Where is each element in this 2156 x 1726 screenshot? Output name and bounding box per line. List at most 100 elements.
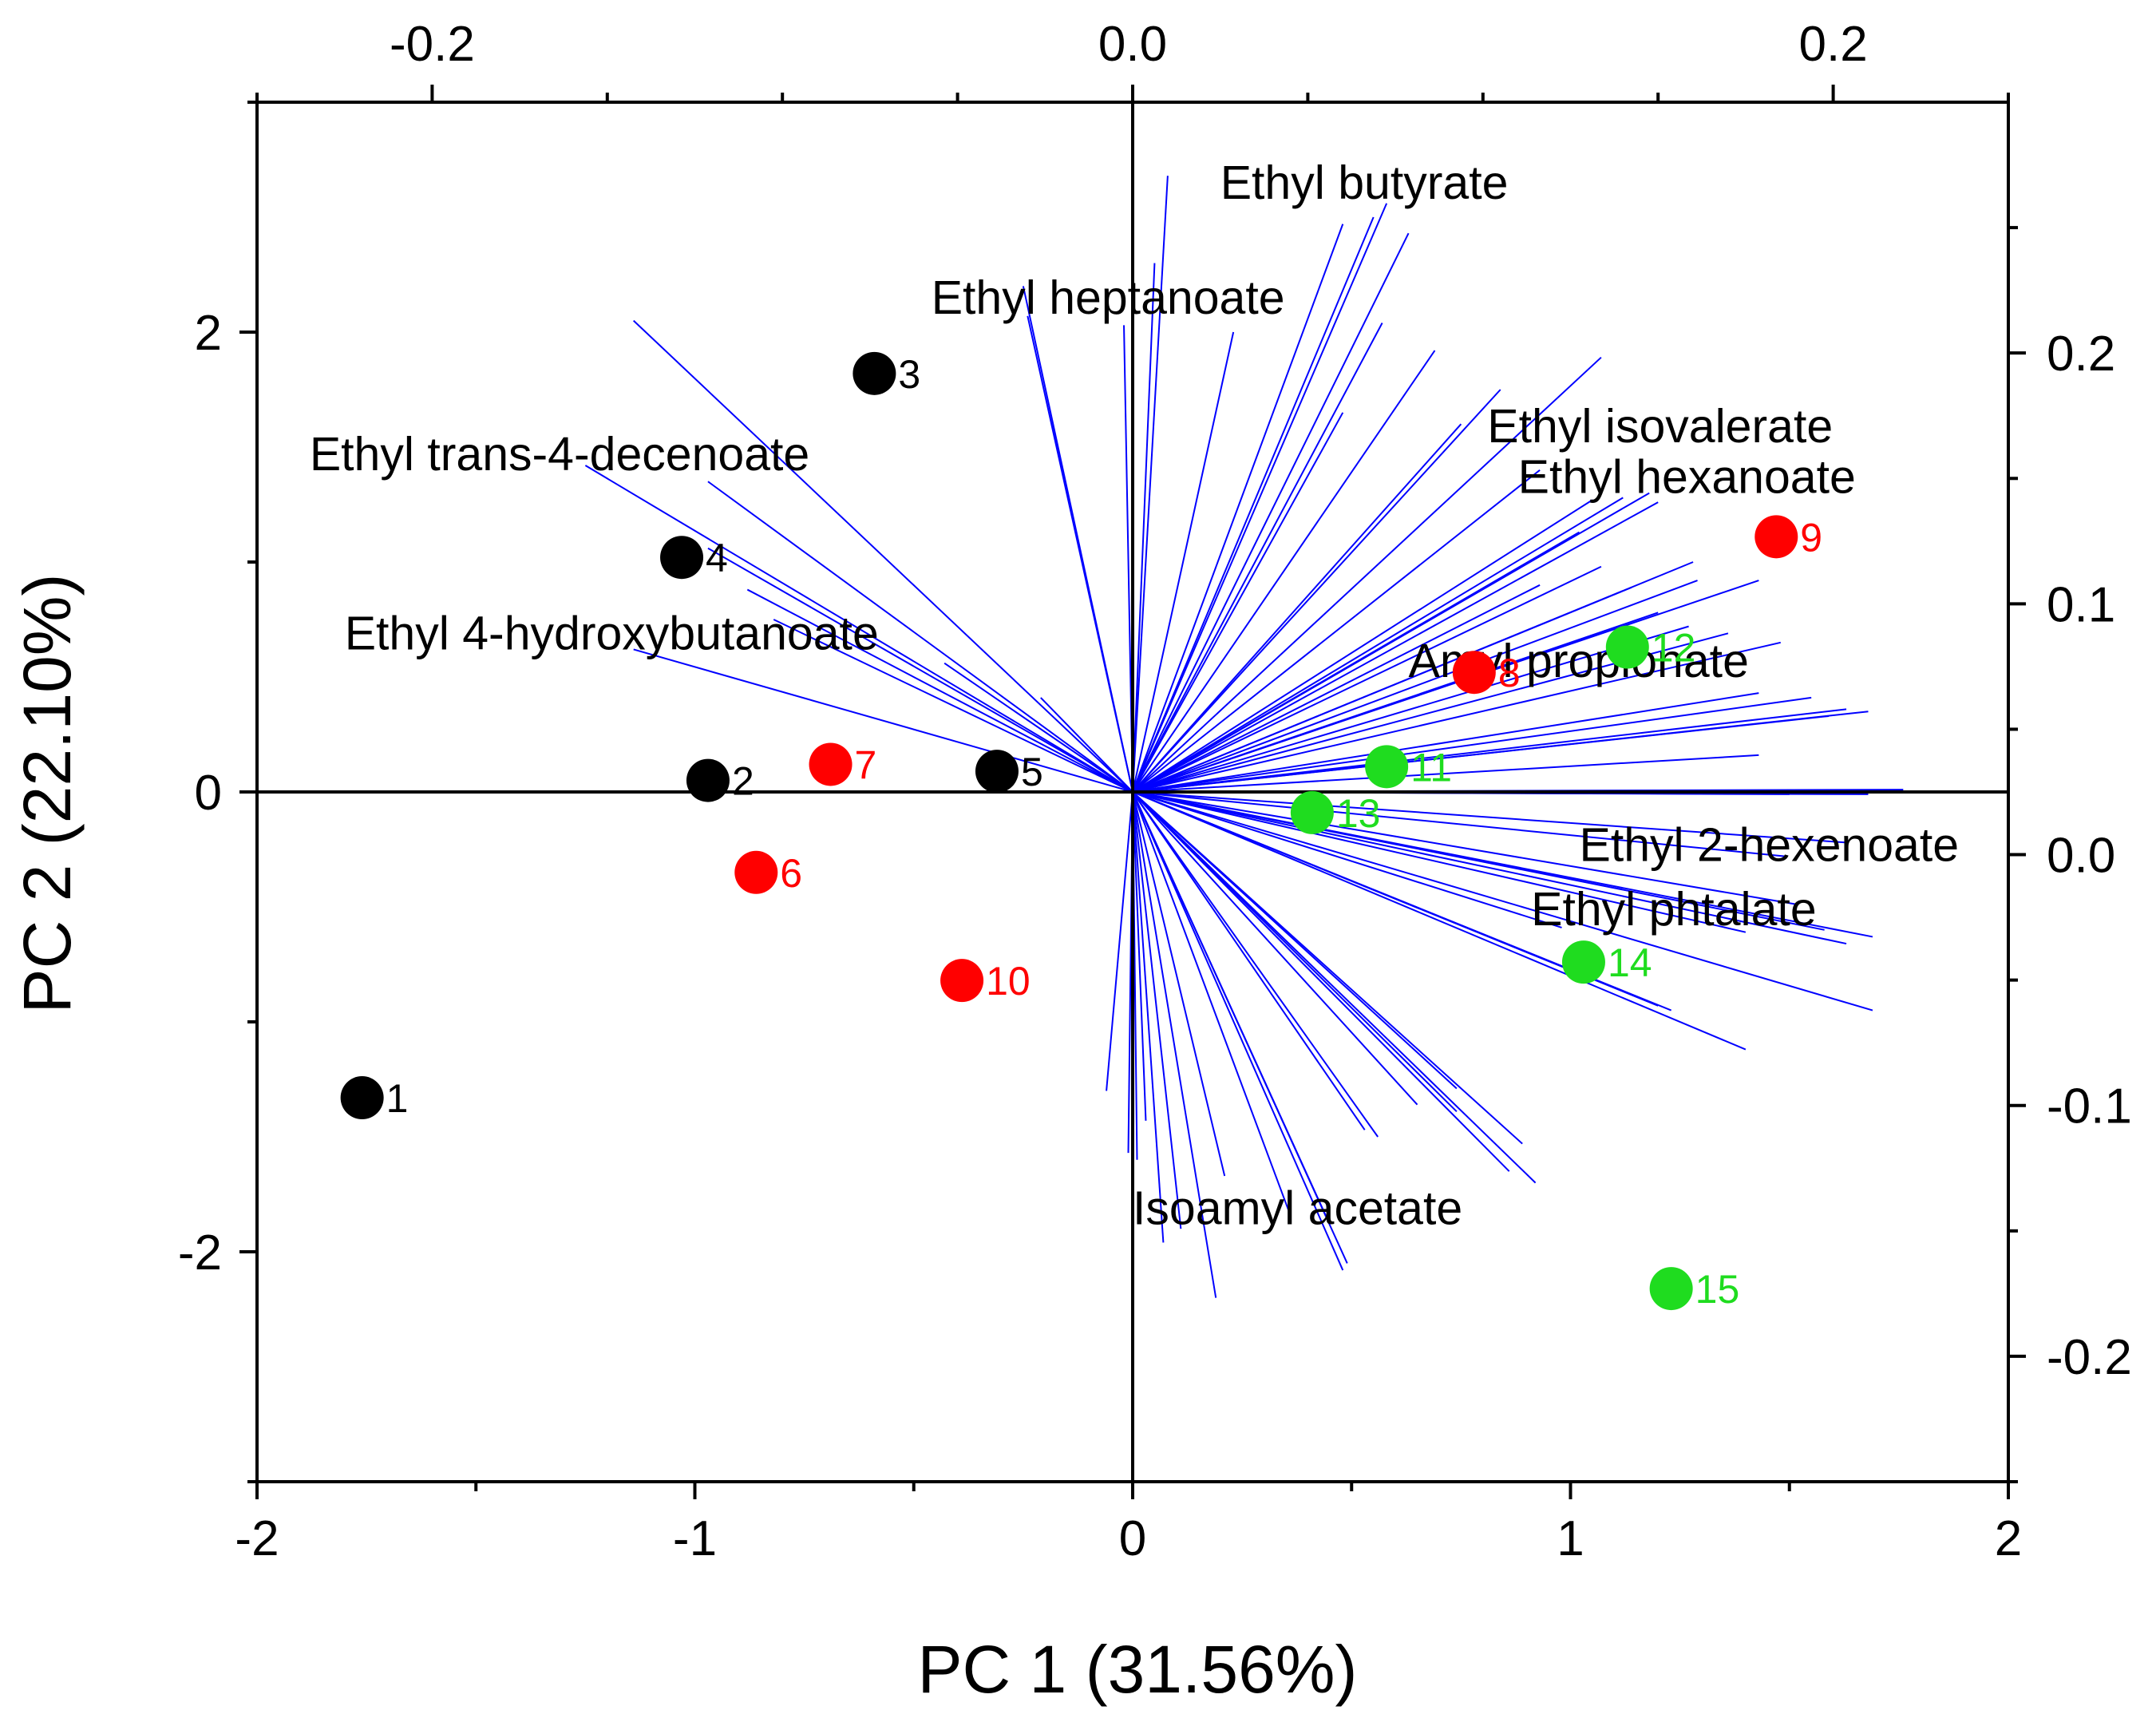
loading-vector	[1132, 586, 1632, 793]
loading-vector	[1132, 711, 1869, 793]
score-label: 14	[1608, 940, 1652, 985]
loading-vector	[1106, 791, 1133, 1091]
loading-vector	[1132, 350, 1436, 793]
score-label: 8	[1498, 651, 1521, 695]
loading-vector	[1132, 203, 1388, 793]
loading-label: Ethyl phtalate	[1531, 883, 1817, 936]
loading-vector	[1132, 224, 1344, 793]
right-tick-label: 0.2	[2047, 327, 2115, 382]
score-label: 15	[1695, 1267, 1740, 1312]
loading-vector	[1132, 791, 1165, 1243]
loading-vector	[1132, 499, 1593, 793]
loading-vector	[1132, 791, 1217, 1298]
loading-label: Isoamyl acetate	[1133, 1182, 1462, 1234]
score-label: 9	[1800, 515, 1822, 560]
score-point	[940, 959, 984, 1003]
x-tick-label: 0	[1119, 1511, 1146, 1566]
loading-vector	[1022, 286, 1133, 793]
loading-vector	[1132, 176, 1169, 793]
score-label: 13	[1336, 791, 1381, 836]
loading-vector	[1132, 580, 1759, 793]
loading-label: Ethyl butyrate	[1220, 156, 1509, 209]
zero-reference-lines	[257, 102, 2008, 1482]
loading-vector	[1132, 791, 1331, 1225]
loading-vector	[1132, 696, 1812, 793]
loading-vector	[1132, 791, 1873, 1011]
loading-vector	[1132, 791, 1366, 1130]
loading-vector	[1132, 565, 1602, 793]
loading-vector	[1132, 791, 1182, 1229]
loading-vector	[1132, 389, 1501, 793]
top-tick-label: -0.2	[390, 17, 475, 72]
loading-vectors	[584, 176, 1904, 1298]
score-label: 7	[855, 742, 877, 787]
loading-vector	[1132, 791, 1418, 1106]
y-tick-label: 2	[195, 306, 222, 361]
loading-vector	[633, 648, 1133, 793]
score-label: 2	[732, 759, 754, 804]
loading-vector	[1132, 791, 1344, 1271]
loading-vector	[707, 481, 1133, 793]
score-label: 11	[1410, 745, 1452, 790]
loading-label: Ethyl hexanoate	[1518, 451, 1856, 504]
loading-label: Ethyl 2-hexenoate	[1579, 818, 1959, 871]
score-point	[1754, 515, 1798, 559]
loading-vector	[1132, 423, 1462, 793]
score-point	[1290, 790, 1334, 834]
loading-vector	[1132, 692, 1759, 793]
loading-vector	[746, 588, 1133, 793]
score-point	[1452, 651, 1496, 695]
y-tick-label: -2	[178, 1225, 222, 1281]
loading-vector	[584, 465, 1133, 793]
score-label: 5	[1021, 750, 1043, 794]
score-point	[975, 750, 1019, 794]
x-tick-label: 2	[1995, 1511, 2022, 1566]
loading-vector	[1132, 791, 1747, 1051]
loading-vector	[1132, 791, 1292, 1216]
loading-vector	[1132, 323, 1383, 793]
score-point	[809, 742, 853, 786]
loading-vector	[1132, 791, 1798, 906]
score-label: 3	[898, 352, 920, 397]
right-tick-label: 0.0	[2047, 829, 2115, 884]
loading-vector	[1132, 791, 1523, 1145]
loading-vector	[1132, 580, 1698, 793]
axes: -2 -1 0 1 2-202-0.2 0.0 0.2-0.2-0.10.00.10.2	[178, 17, 2132, 1566]
loading-vector	[943, 662, 1133, 793]
score-label: 1	[386, 1076, 409, 1121]
loading-vector	[1132, 263, 1156, 793]
right-tick-label: -0.1	[2047, 1079, 2132, 1134]
x-axis-title: PC 1 (31.56%)	[918, 1632, 1358, 1707]
loading-label: Ethyl 4-hydroxybutanoate	[345, 607, 879, 659]
top-tick-label: 0.2	[1798, 17, 1867, 72]
loading-label: Ethyl heptanoate	[932, 271, 1285, 324]
score-point	[1561, 940, 1605, 984]
right-tick-label: -0.2	[2047, 1330, 2132, 1385]
score-point	[660, 536, 704, 580]
loading-label: Ethyl trans-4-decenoate	[310, 428, 809, 481]
score-point	[1605, 625, 1649, 669]
score-point	[686, 758, 730, 802]
loading-vector	[1132, 497, 1624, 793]
loading-label: Ethyl isovalerate	[1487, 400, 1833, 453]
loading-vector	[1132, 791, 1147, 1121]
x-tick-label: 1	[1557, 1511, 1584, 1566]
y-axis-title: PC 2 (22.10%)	[10, 574, 85, 1014]
loading-vector	[1040, 697, 1133, 793]
x-tick-label: -2	[235, 1511, 279, 1566]
loading-vector	[1132, 641, 1782, 793]
score-point	[734, 850, 778, 894]
loading-vector	[1132, 791, 1847, 844]
loading-vector	[1132, 791, 1562, 928]
loading-vector	[1132, 791, 1847, 945]
y-tick-label: 0	[195, 766, 222, 821]
score-label: 10	[986, 959, 1031, 1004]
loading-vector	[1132, 492, 1650, 793]
loading-vector	[1132, 754, 1759, 793]
loading-vector	[1132, 791, 1747, 933]
score-label: 4	[706, 536, 728, 580]
loading-vector	[1132, 584, 1541, 793]
loading-vector	[1132, 791, 1510, 1172]
score-point	[1649, 1267, 1693, 1311]
